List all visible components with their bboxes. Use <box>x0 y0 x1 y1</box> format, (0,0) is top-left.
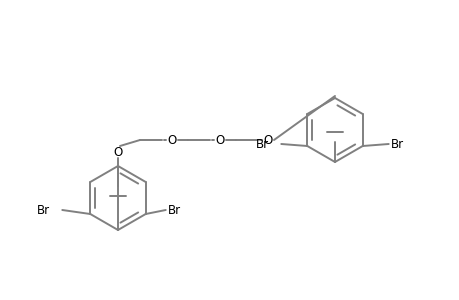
Text: O: O <box>215 134 224 146</box>
Text: O: O <box>167 134 176 146</box>
Text: O: O <box>113 146 123 158</box>
Text: O: O <box>263 134 272 146</box>
Text: Br: Br <box>256 137 269 151</box>
Text: Br: Br <box>390 137 403 151</box>
Text: Br: Br <box>37 203 50 217</box>
Text: Br: Br <box>168 203 180 217</box>
